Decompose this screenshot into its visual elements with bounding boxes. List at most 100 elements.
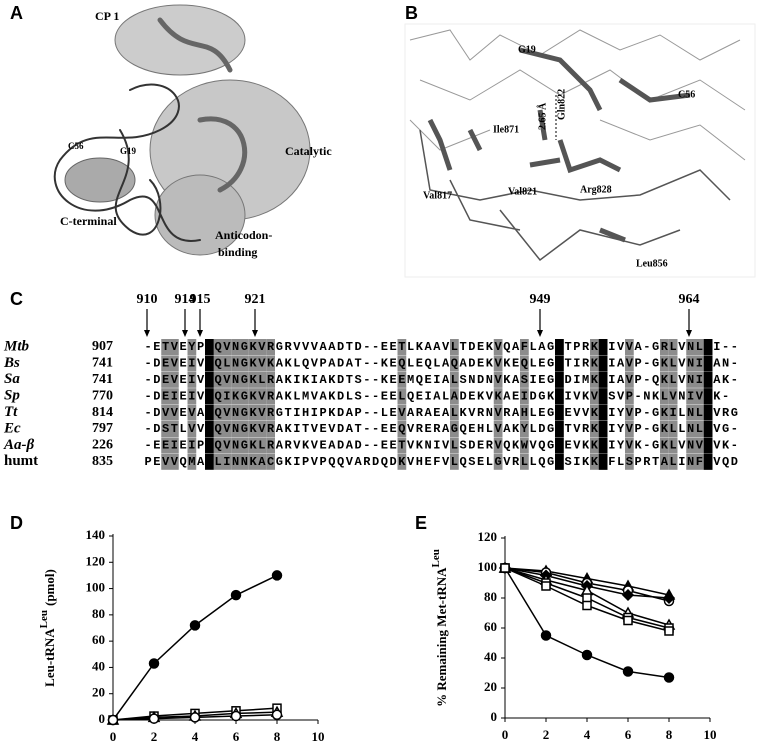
residue: K: [250, 455, 258, 469]
residue: K: [381, 373, 389, 387]
residue: T: [346, 373, 353, 387]
residue: A: [320, 373, 328, 387]
residue: I: [573, 455, 580, 469]
residue: V: [626, 357, 634, 371]
identity-shade: [703, 339, 713, 355]
conservation-shade: [161, 355, 170, 372]
residue: V: [223, 439, 231, 453]
residue: V: [206, 422, 214, 436]
residue: Y: [617, 439, 625, 453]
residue: E: [416, 389, 423, 403]
residue: E: [180, 373, 187, 387]
residue: E: [162, 439, 169, 453]
position-label: 964: [679, 292, 700, 307]
identity-shade: [205, 453, 214, 470]
conservation-shade: [257, 404, 267, 421]
residue: -: [643, 357, 650, 371]
conservation-shade: [695, 404, 704, 421]
residue: S: [600, 455, 607, 469]
residue: T: [565, 422, 572, 436]
residue: D: [355, 439, 362, 453]
conservation-shade: [231, 437, 240, 454]
residue: K: [232, 389, 240, 403]
residue: E: [477, 357, 484, 371]
residue: I: [188, 357, 195, 371]
identity-shade: [555, 355, 564, 372]
identity-shade: [205, 404, 214, 421]
residue: G: [241, 406, 248, 420]
residue: N: [687, 422, 694, 436]
residue: V: [258, 406, 266, 420]
conservation-shade: [625, 437, 634, 454]
residue: G: [547, 373, 554, 387]
residue-label: 2.65 Å: [536, 102, 548, 130]
marker: [623, 615, 633, 626]
residue: K: [416, 340, 424, 354]
residue: E: [162, 373, 169, 387]
residue: E: [398, 373, 405, 387]
residue: V: [188, 422, 196, 436]
residue: Q: [460, 455, 467, 469]
residue: R: [267, 373, 275, 387]
residue: E: [180, 389, 187, 403]
residue: A: [442, 422, 450, 436]
conservation-shade: [222, 355, 232, 372]
residue: G: [652, 340, 659, 354]
residue: I: [521, 389, 528, 403]
conservation-shade: [257, 339, 267, 355]
residue: -: [722, 340, 729, 354]
residue: V: [206, 406, 214, 420]
residue: Y: [617, 406, 625, 420]
residue: V: [556, 422, 564, 436]
residue: L: [407, 357, 414, 371]
residue: Q: [503, 439, 510, 453]
conservation-shade: [520, 355, 529, 372]
residue: -: [363, 406, 370, 420]
panel-label: D: [10, 513, 23, 533]
conservation-shade: [161, 388, 170, 405]
marker: [663, 672, 675, 683]
residue: V: [197, 373, 205, 387]
marker: [230, 710, 242, 722]
identity-shade: [598, 437, 608, 454]
identity-shade: [703, 437, 713, 454]
residue: V: [626, 422, 634, 436]
residue: E: [320, 422, 327, 436]
identity-shade: [555, 371, 564, 388]
residue: K: [722, 439, 730, 453]
residue: V: [407, 439, 415, 453]
conservation-shade: [660, 371, 669, 388]
residue: Q: [215, 439, 222, 453]
conservation-shade: [686, 421, 695, 437]
residue: E: [390, 373, 397, 387]
residue: S: [355, 389, 362, 403]
marker: [662, 591, 676, 605]
conservation-shade: [686, 371, 695, 388]
arrow-head: [537, 330, 543, 337]
residue: T: [162, 340, 169, 354]
residue: V: [162, 455, 170, 469]
residue: V: [188, 406, 196, 420]
marker: [582, 600, 592, 611]
residue: K: [486, 340, 494, 354]
marker: [271, 709, 283, 720]
residue: E: [565, 439, 572, 453]
residue: L: [661, 389, 668, 403]
structure-detail-b: [404, 23, 756, 278]
conservation-shade: [222, 437, 232, 454]
residue: V: [705, 373, 713, 387]
residue: V: [311, 357, 319, 371]
conservation-shade: [266, 437, 275, 454]
residue: -: [643, 373, 650, 387]
identity-shade: [205, 437, 214, 454]
identity-shade: [555, 388, 564, 405]
residue: S: [460, 373, 467, 387]
residue: E: [390, 406, 397, 420]
residue: V: [573, 389, 581, 403]
residue: L: [407, 340, 414, 354]
conservation-shade: [161, 371, 170, 388]
residue: S: [521, 373, 528, 387]
residue: A: [433, 340, 441, 354]
residue: G: [731, 406, 738, 420]
identity-shade: [703, 371, 713, 388]
